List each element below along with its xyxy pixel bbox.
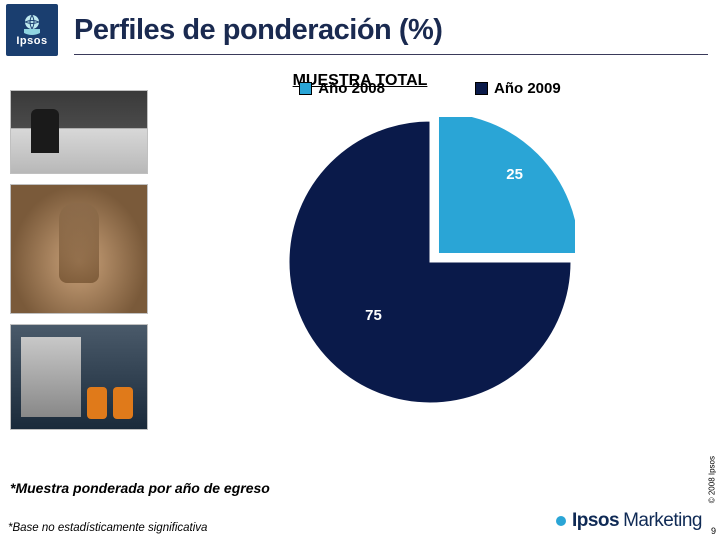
legend-item-2009: Año 2009 [475, 80, 561, 97]
title-underline [74, 54, 708, 55]
legend-label-2008: Año 2008 [318, 80, 385, 97]
legend-label-2009: Año 2009 [494, 80, 561, 97]
page-title: Perfiles de ponderación (%) [74, 14, 710, 47]
legend-item-2008: Año 2008 [299, 80, 385, 97]
pie-svg [285, 117, 575, 407]
slice-label-25: 25 [506, 166, 523, 183]
legend-swatch-2009 [475, 82, 488, 95]
footnote-base: *Base no estadísticamente significativa [8, 522, 207, 534]
decorative-photo-3 [10, 324, 148, 430]
header: Ipsos Perfiles de ponderación (%) [0, 0, 720, 58]
chart-area: Año 2008 Año 2009 25 75 [160, 74, 700, 444]
photo-column [10, 90, 148, 430]
slice-label-75: 75 [365, 307, 382, 324]
ipsos-logo: Ipsos [6, 4, 58, 56]
footer-brand-b: Marketing [623, 510, 702, 532]
globe-hand-icon [15, 13, 49, 37]
footer-logo: Ipsos Marketing [556, 510, 702, 532]
chart-legend: Año 2008 Año 2009 [160, 80, 700, 97]
decorative-photo-2 [10, 184, 148, 314]
copyright: © 2008 Ipsos [707, 456, 716, 503]
logo-text: Ipsos [16, 35, 47, 47]
slide: Ipsos Perfiles de ponderación (%) MUESTR… [0, 0, 720, 540]
footer-dot-icon [556, 516, 566, 526]
footer-brand-a: Ipsos [572, 510, 619, 532]
legend-swatch-2008 [299, 82, 312, 95]
footnote-weighted: *Muestra ponderada por año de egreso [10, 480, 270, 496]
pie-chart: 25 75 [285, 117, 575, 407]
decorative-photo-1 [10, 90, 148, 174]
page-number: 9 [711, 526, 716, 536]
